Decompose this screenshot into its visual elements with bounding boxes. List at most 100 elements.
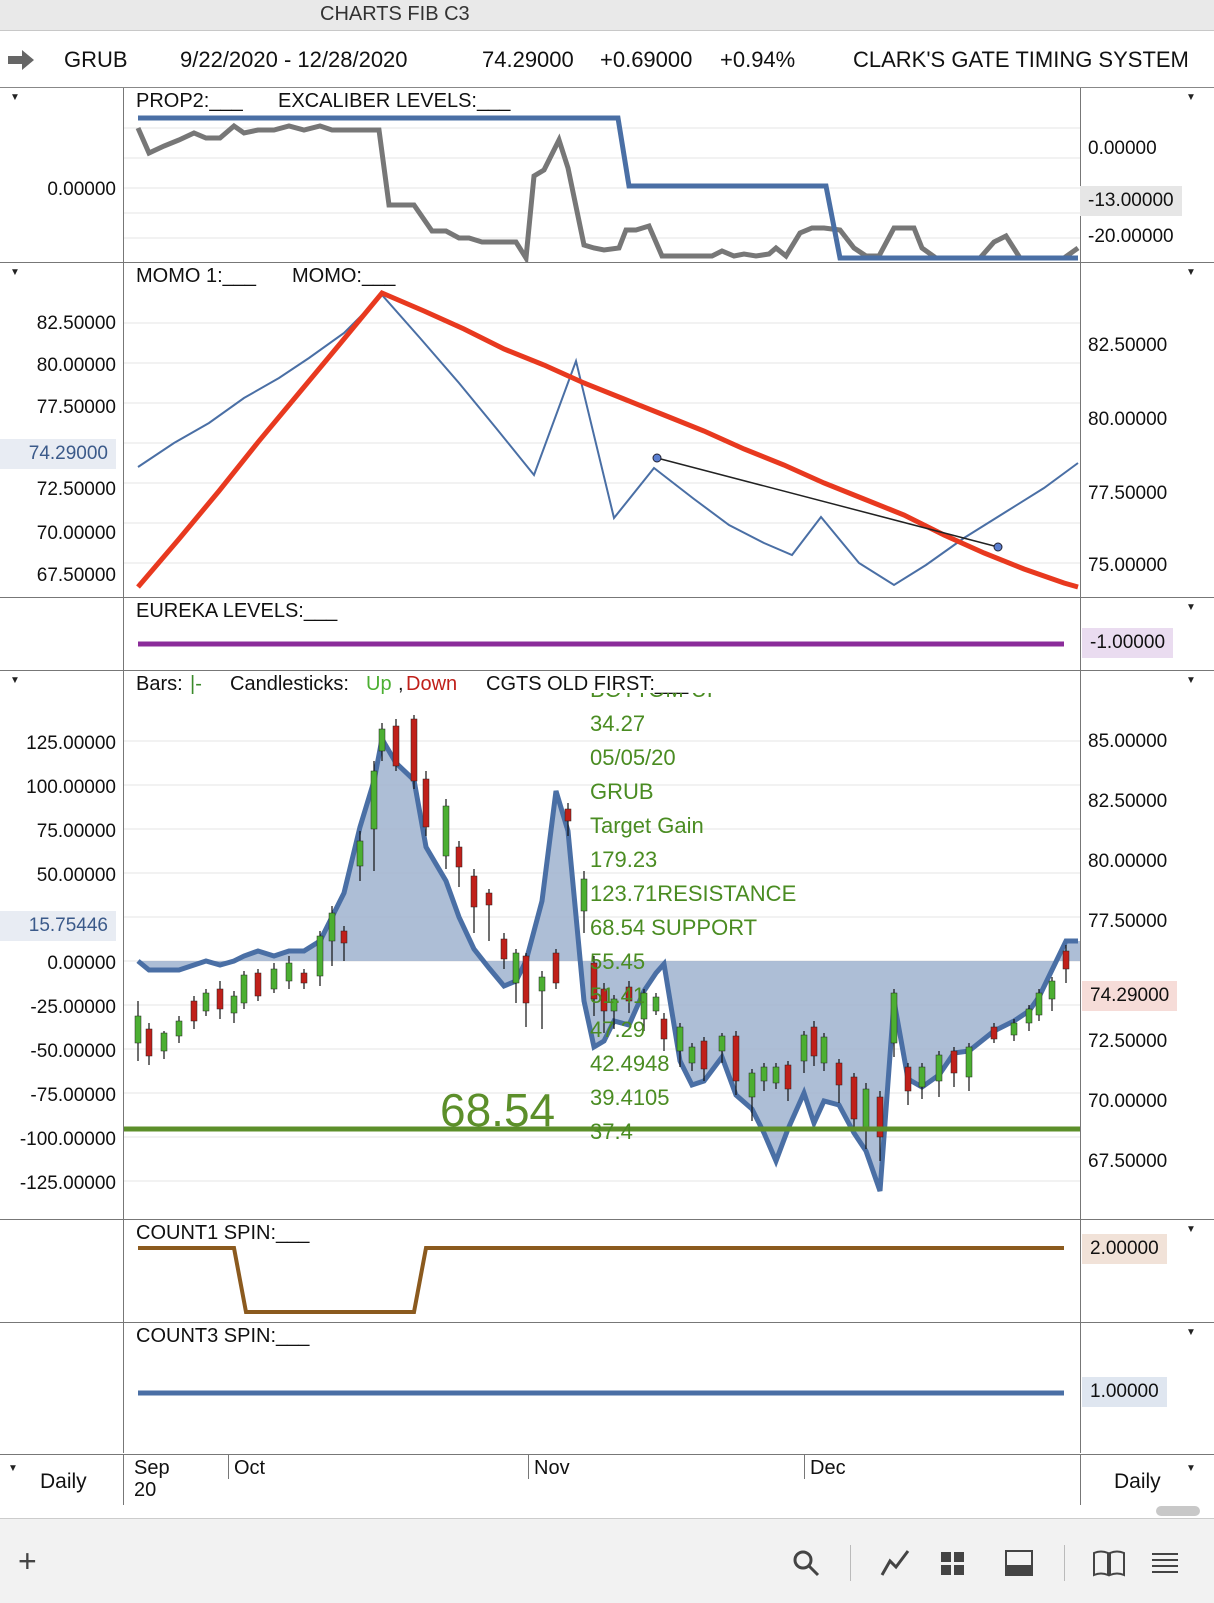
candle-body [254, 972, 262, 997]
candle-body [190, 1000, 198, 1022]
candle-body [485, 892, 493, 906]
arrow-right-icon[interactable] [6, 49, 36, 71]
right-tick: 75.00000 [1088, 555, 1168, 576]
search-icon[interactable] [792, 1549, 820, 1577]
menu-icon[interactable] [1150, 1551, 1180, 1575]
candle-body [918, 1066, 926, 1088]
symbol-name[interactable]: GRUB [64, 47, 128, 72]
candle-body [640, 992, 648, 1020]
pane-menu-triangle-icon[interactable]: ▼ [1186, 92, 1196, 103]
left-tick: 50.00000 [36, 865, 116, 886]
trendline-handle[interactable] [993, 542, 1003, 552]
left-tick: 75.00000 [36, 821, 116, 842]
pane-menu-triangle-icon[interactable]: ▼ [1186, 602, 1196, 613]
interval-right[interactable]: Daily [1114, 1470, 1161, 1493]
add-icon[interactable]: + [18, 1543, 37, 1579]
momo-label: MOMO:___ [292, 265, 396, 287]
left-tick: 100.00000 [26, 777, 116, 798]
month-label: Nov [534, 1457, 570, 1479]
annotation-line: 34.27 [590, 711, 646, 736]
left-tick: 0.00000 [47, 179, 116, 200]
candle-body [820, 1036, 828, 1064]
candlesticks [134, 715, 1070, 1161]
momo-line [136, 289, 1079, 590]
candle-body [470, 875, 478, 908]
time-axis: ▼ Daily Sep 20 Oct Nov Dec Daily ▼ [0, 1454, 1214, 1505]
down-label: Down [406, 673, 458, 695]
last-price: 74.29000 [482, 47, 574, 72]
interval-left[interactable]: Daily [40, 1470, 87, 1493]
annotation-line: 55.45 [590, 949, 646, 974]
candle-body [935, 1054, 943, 1082]
annotation-line: 37.4 [590, 1119, 633, 1144]
candlesticks-label: Candlesticks: [230, 673, 349, 695]
interval-menu-triangle-icon[interactable]: ▼ [8, 1463, 18, 1474]
right-tick: 85.00000 [1088, 731, 1168, 752]
main-pane: Bars: |- Candlesticks: Up , Down CGTS OL… [0, 671, 1214, 1220]
main-plot [123, 671, 1081, 1219]
pane-menu-triangle-icon[interactable]: ▼ [10, 92, 20, 103]
chart-line-icon[interactable] [880, 1549, 910, 1577]
prop2-label: PROP2:___ [136, 90, 243, 112]
horizontal-scrollbar[interactable] [1156, 1506, 1200, 1516]
candle-body [134, 1015, 142, 1044]
left-tick: -50.00000 [30, 1041, 116, 1062]
candle-body [300, 972, 308, 984]
book-icon[interactable] [1092, 1549, 1126, 1577]
candle-body [1010, 1022, 1018, 1036]
right-tick: 82.50000 [1088, 335, 1168, 356]
cgts-line [136, 731, 1078, 1192]
pane-menu-triangle-icon[interactable]: ▼ [10, 267, 20, 278]
pane-menu-triangle-icon[interactable]: ▼ [1186, 675, 1196, 686]
pane-menu-triangle-icon[interactable]: ▼ [10, 675, 20, 686]
annotation-line: GRUB [590, 779, 654, 804]
right-tick: 70.00000 [1088, 1091, 1168, 1112]
panel-icon[interactable] [1004, 1549, 1034, 1577]
candle-body [230, 995, 238, 1014]
bars-symbol: |- [190, 673, 202, 695]
prop2-line [135, 122, 1080, 262]
left-tick: 77.50000 [36, 397, 116, 418]
candle-body [718, 1035, 726, 1052]
prop-pane: PROP2:___ EXCALIBER LEVELS:___ ▼ ▼ 0.000… [0, 88, 1214, 263]
excaliber-label: EXCALIBER LEVELS:___ [278, 90, 511, 112]
left-tick: 67.50000 [36, 565, 116, 586]
count1-value: 2.00000 [1082, 1234, 1167, 1264]
trendline-handle[interactable] [652, 453, 662, 463]
eureka-label: EUREKA LEVELS:___ [136, 600, 338, 622]
right-tick: 82.50000 [1088, 791, 1168, 812]
annotation-line: 68.54 SUPPORT [590, 915, 758, 940]
candle-body [784, 1064, 792, 1090]
candle-body [904, 1066, 912, 1092]
prop2-value-label: -13.00000 [1080, 186, 1182, 216]
grid-icon[interactable] [940, 1551, 966, 1577]
candle-body [965, 1046, 973, 1078]
window-title: CHARTS FIB C3 [320, 3, 470, 25]
momo1-label: MOMO 1:___ [136, 265, 257, 287]
trendline[interactable] [656, 457, 999, 548]
pane-menu-triangle-icon[interactable]: ▼ [1186, 1224, 1196, 1235]
candle-body [772, 1066, 780, 1084]
count3-label: COUNT3 SPIN:___ [136, 1325, 310, 1347]
interval-menu-triangle-icon[interactable]: ▼ [1186, 1463, 1196, 1474]
candle-body [270, 968, 278, 990]
year-label: 20 [134, 1479, 157, 1501]
count3-value: 1.00000 [1082, 1377, 1167, 1407]
bars-label: Bars: [136, 673, 183, 695]
candle-body [370, 770, 378, 830]
candle-body [688, 1046, 696, 1064]
candle-body [810, 1026, 818, 1057]
right-tick: -20.00000 [1088, 226, 1174, 247]
left-tick: 0.00000 [47, 953, 116, 974]
candle-body [800, 1034, 808, 1062]
pane-menu-triangle-icon[interactable]: ▼ [1186, 1327, 1196, 1338]
date-range: 9/22/2020 - 12/28/2020 [180, 47, 408, 72]
candle-body [422, 778, 430, 828]
candle-body [392, 725, 400, 767]
candle-body [760, 1066, 768, 1082]
candle-body [1048, 980, 1056, 1000]
excaliber-line [138, 115, 1078, 261]
pane-menu-triangle-icon[interactable]: ▼ [1186, 267, 1196, 278]
candle-body [512, 952, 520, 984]
left-tick: -25.00000 [30, 997, 116, 1018]
